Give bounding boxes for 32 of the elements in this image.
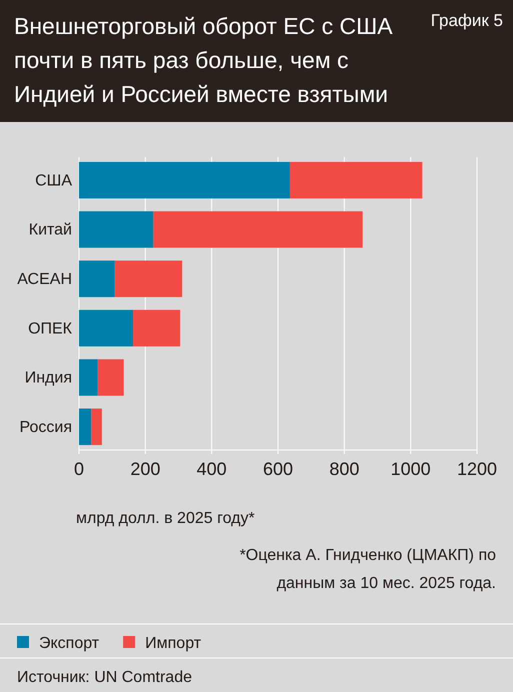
bar [91,408,102,446]
y-tick-label: США [35,172,72,190]
legend-label: Экспорт [39,635,100,652]
x-tick-label: 0 [74,458,84,479]
x-tick-label: 800 [329,458,360,479]
x-tick-label: 600 [262,458,294,479]
x-tick-label: 200 [130,458,160,479]
text: *Оценка А. Гнидченко (ЦМАКП) по данным за 10 мес. 2025 года. [240,547,496,592]
bar [153,211,363,248]
x-tick-label: 400 [196,458,227,479]
bar [290,162,422,198]
bar [79,310,134,346]
bar [98,359,124,396]
x-axis-title: млрд долл. в 2025 году* [76,510,255,527]
legend-label: Импорт [145,635,202,652]
bar [79,162,290,198]
y-tick-label: Россия [20,418,72,436]
text: График 5 [430,11,503,30]
bar [79,408,92,446]
y-tick-label: Индия [24,370,72,387]
y-tick-label: АСЕАН [17,270,72,288]
bar [79,260,115,298]
bar [114,260,182,298]
text: Источник: UN Comtrade [17,669,192,686]
chart-title: Внешнеторговый оборот ЕС с США почти в пять раз больше, чем с Индией и Россией вместе взятыми [14,13,394,107]
bar [79,211,154,248]
bar [133,310,180,346]
x-tick-label: 1000 [390,458,431,479]
bar [79,359,98,396]
x-tick-label: 1200 [456,458,498,479]
y-tick-label: ОПЕК [28,320,73,338]
y-tick-label: Китай [28,222,72,239]
